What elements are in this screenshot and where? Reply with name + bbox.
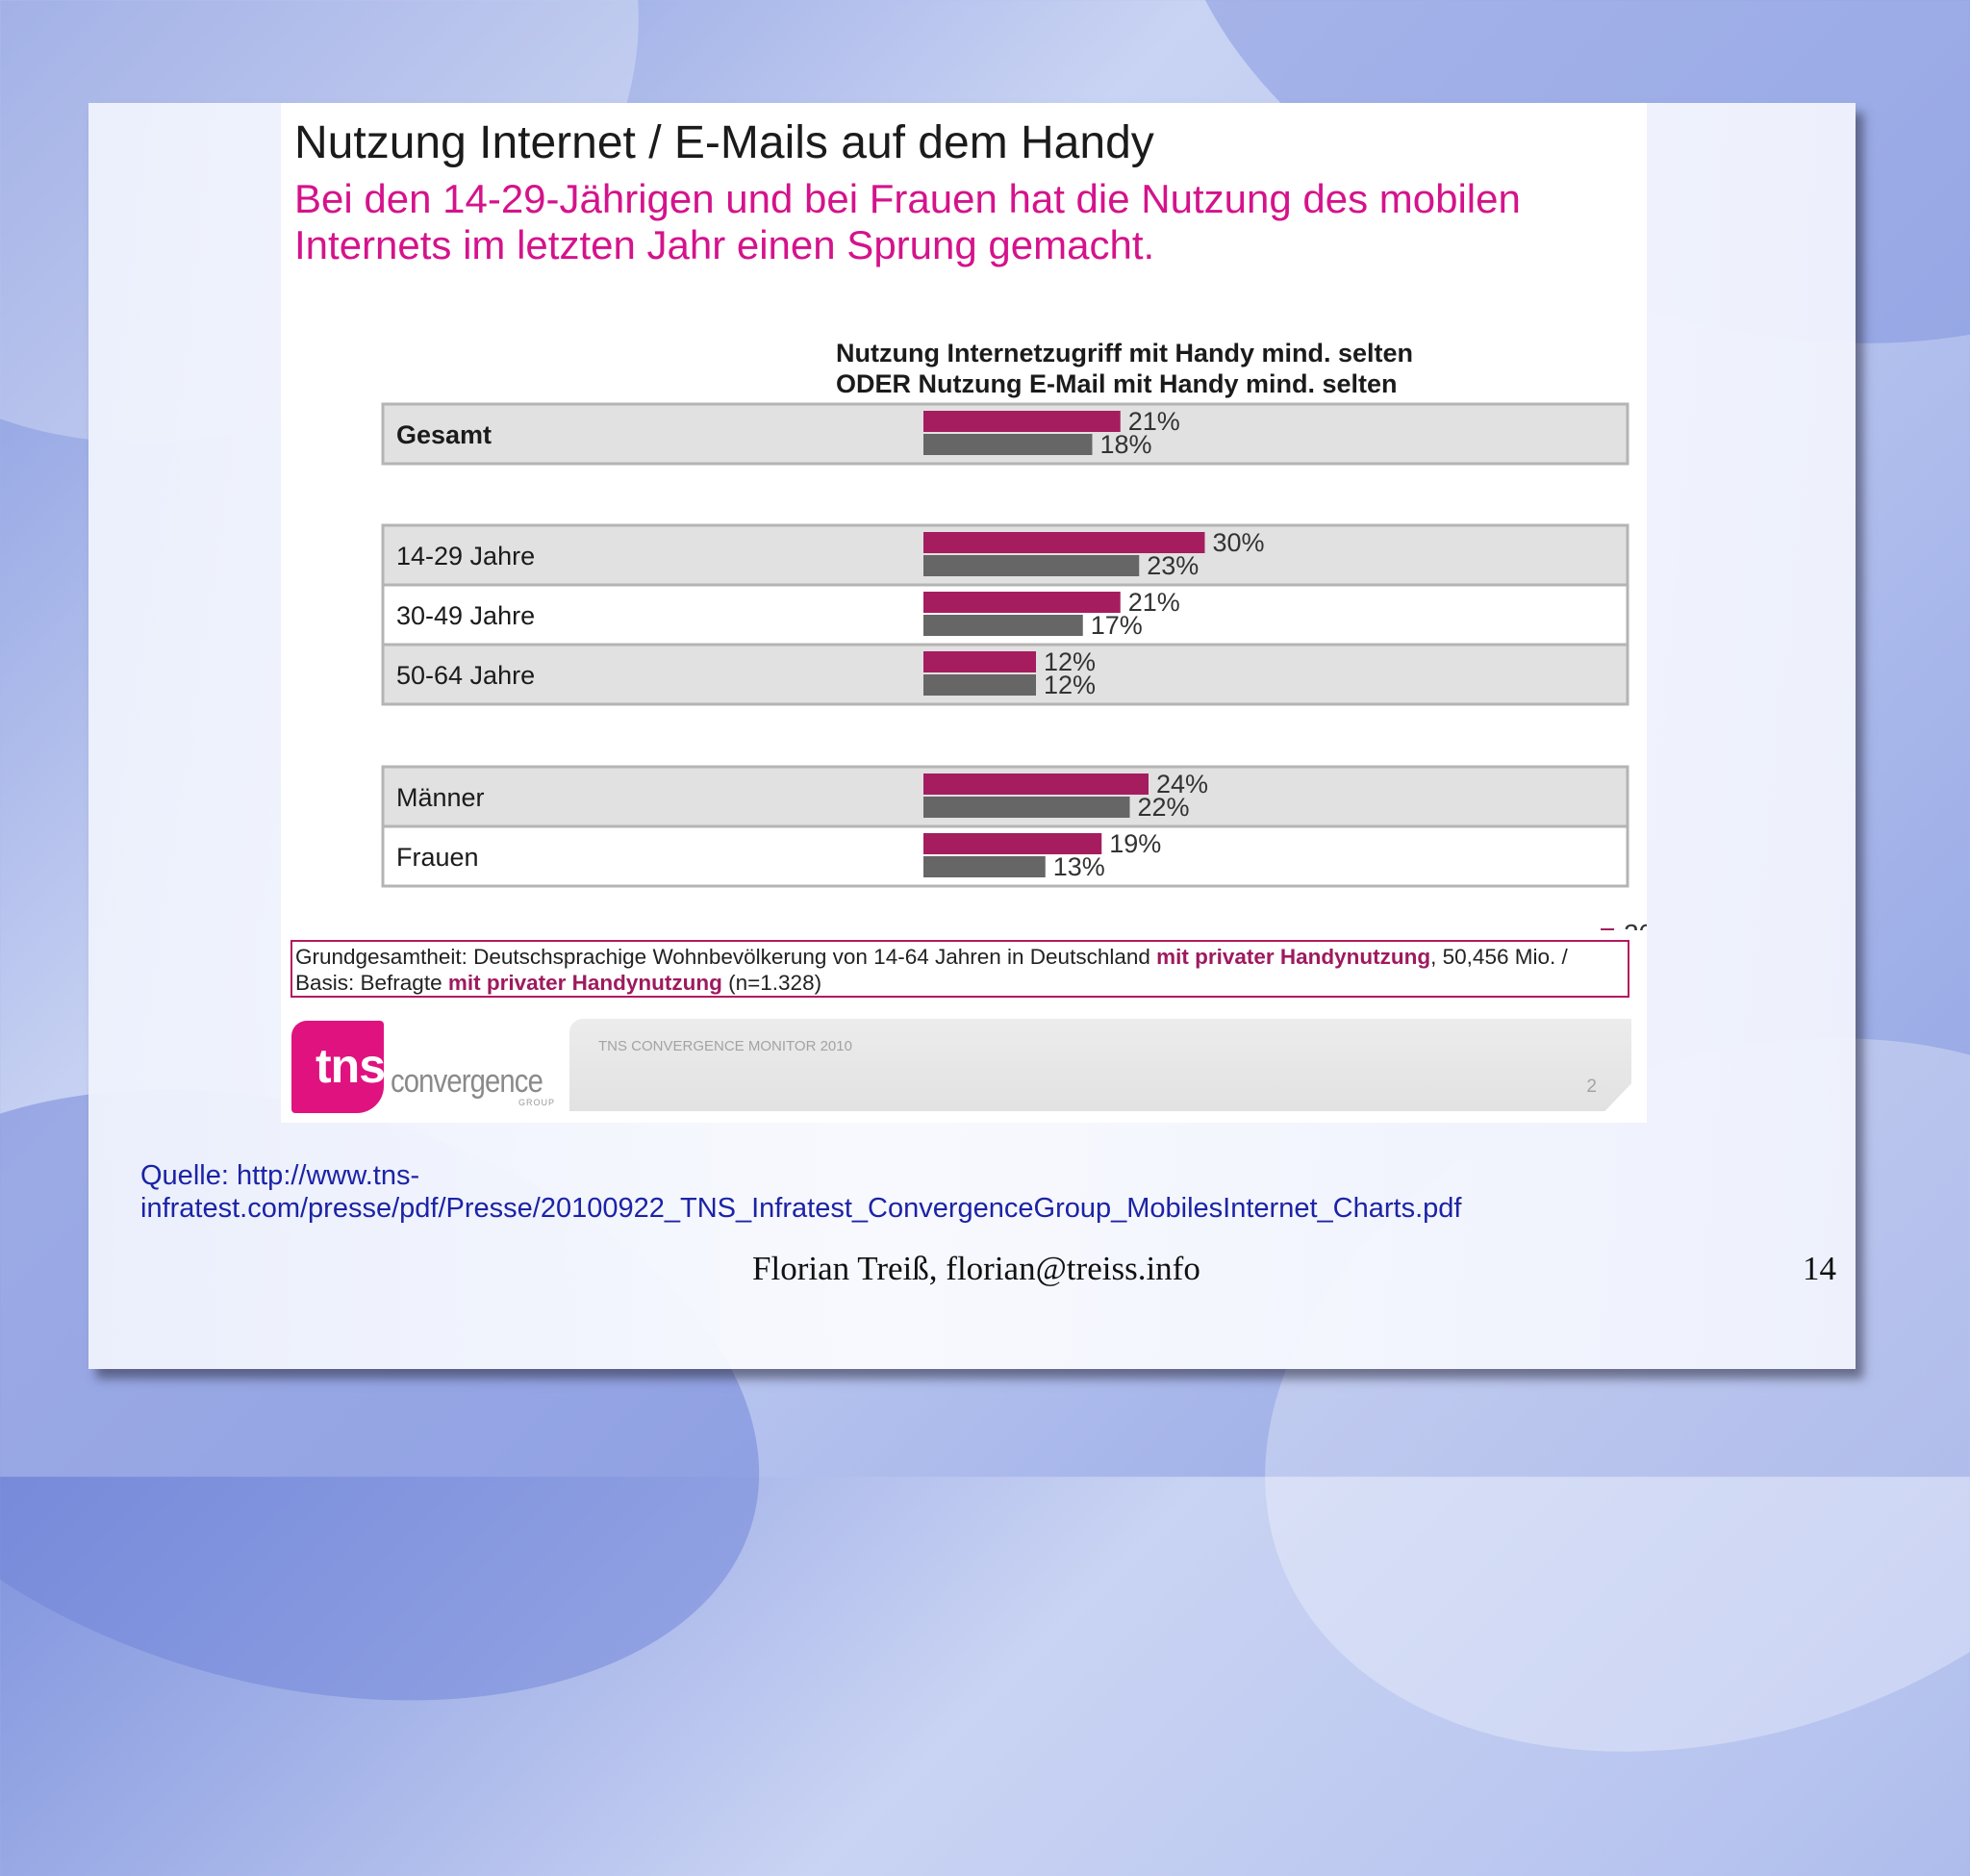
category-label: 14-29 Jahre xyxy=(396,542,535,570)
bar-2010 xyxy=(923,592,1121,613)
source-line-2: infratest.com/presse/pdf/Presse/20100922… xyxy=(140,1193,1462,1224)
chart-subtitle: Bei den 14-29-Jährigen und bei Frauen ha… xyxy=(294,176,1521,267)
footnote-highlight: mit privater Handynutzung xyxy=(1156,945,1431,969)
data-label: 13% xyxy=(1053,852,1105,881)
bar-2009 xyxy=(923,615,1083,636)
category-label: 50-64 Jahre xyxy=(396,661,535,690)
footnote-text: (n=1.328) xyxy=(721,971,822,995)
logo-main-text: tns xyxy=(316,1039,386,1093)
category-label: Gesamt xyxy=(396,420,492,449)
category-label: Männer xyxy=(396,783,485,812)
monitor-page-number: 2 xyxy=(1586,1077,1597,1097)
source-citation: Quelle: http://www.tns- infratest.com/pr… xyxy=(140,1159,1461,1225)
tns-convergence-logo: tns convergence GROUP xyxy=(291,1021,561,1113)
data-label: 18% xyxy=(1100,430,1152,459)
bar-2010 xyxy=(923,773,1149,795)
bar-2010 xyxy=(923,532,1205,553)
chart-heading-line-1: Nutzung Internetzugriff mit Handy mind. … xyxy=(836,339,1413,368)
bar-2010 xyxy=(923,651,1036,672)
footnote-text: Grundgesamtheit: Deutschsprachige Wohnbe… xyxy=(295,945,1157,969)
monitor-footer-bar: TNS CONVERGENCE MONITOR 2010 2 xyxy=(569,1019,1631,1111)
data-label: 30% xyxy=(1213,528,1265,557)
chart-title: Nutzung Internet / E-Mails auf dem Handy xyxy=(294,117,1154,168)
logo-group-text: GROUP xyxy=(518,1098,556,1107)
data-label: 21% xyxy=(1128,588,1180,617)
embedded-chart-panel: Nutzung Internet / E-Mails auf dem Handy… xyxy=(281,103,1647,1123)
legend-label: 2010 xyxy=(1624,919,1647,930)
bar-2010 xyxy=(923,411,1121,432)
bar-2009 xyxy=(923,797,1130,818)
data-label: 17% xyxy=(1091,611,1143,640)
logo-sub-text: convergence xyxy=(391,1063,543,1100)
data-label: 12% xyxy=(1044,647,1096,676)
data-label: 22% xyxy=(1138,793,1190,822)
footnote-text: , 50,456 Mio. / Basis: Befragte xyxy=(295,945,1568,995)
data-label: 24% xyxy=(1156,770,1208,799)
legend-swatch xyxy=(1601,928,1614,930)
monitor-label: TNS CONVERGENCE MONITOR 2010 xyxy=(598,1038,852,1054)
bar-2009 xyxy=(923,856,1046,877)
category-label: Frauen xyxy=(396,843,479,872)
footnote-box: Grundgesamtheit: Deutschsprachige Wohnbe… xyxy=(290,940,1629,998)
data-label: 19% xyxy=(1109,829,1161,858)
data-label: 23% xyxy=(1147,551,1199,580)
chart-heading-line-2: ODER Nutzung E-Mail mit Handy mind. selt… xyxy=(836,369,1398,398)
bar-2009 xyxy=(923,555,1140,576)
chart-heading: Nutzung Internetzugriff mit Handy mind. … xyxy=(836,338,1413,399)
bar-2009 xyxy=(923,674,1036,696)
author-footer: Florian Treiß, florian@treiss.info xyxy=(752,1250,1200,1287)
bar-chart: Gesamt 21%18%14-29 Jahre 30%23%30-49 Jahre… xyxy=(381,402,1647,930)
logo-mark xyxy=(291,1021,384,1113)
slide-page-number: 14 xyxy=(1803,1250,1836,1287)
footnote-highlight: mit privater Handynutzung xyxy=(447,971,722,995)
bar-2010 xyxy=(923,833,1102,854)
data-label: 21% xyxy=(1128,407,1180,436)
slide: Nutzung Internet / E-Mails auf dem Handy… xyxy=(88,103,1856,1369)
data-label: 12% xyxy=(1044,671,1096,699)
category-label: 30-49 Jahre xyxy=(396,601,535,630)
source-line-1: Quelle: http://www.tns- xyxy=(140,1160,420,1191)
bar-2009 xyxy=(923,434,1093,455)
